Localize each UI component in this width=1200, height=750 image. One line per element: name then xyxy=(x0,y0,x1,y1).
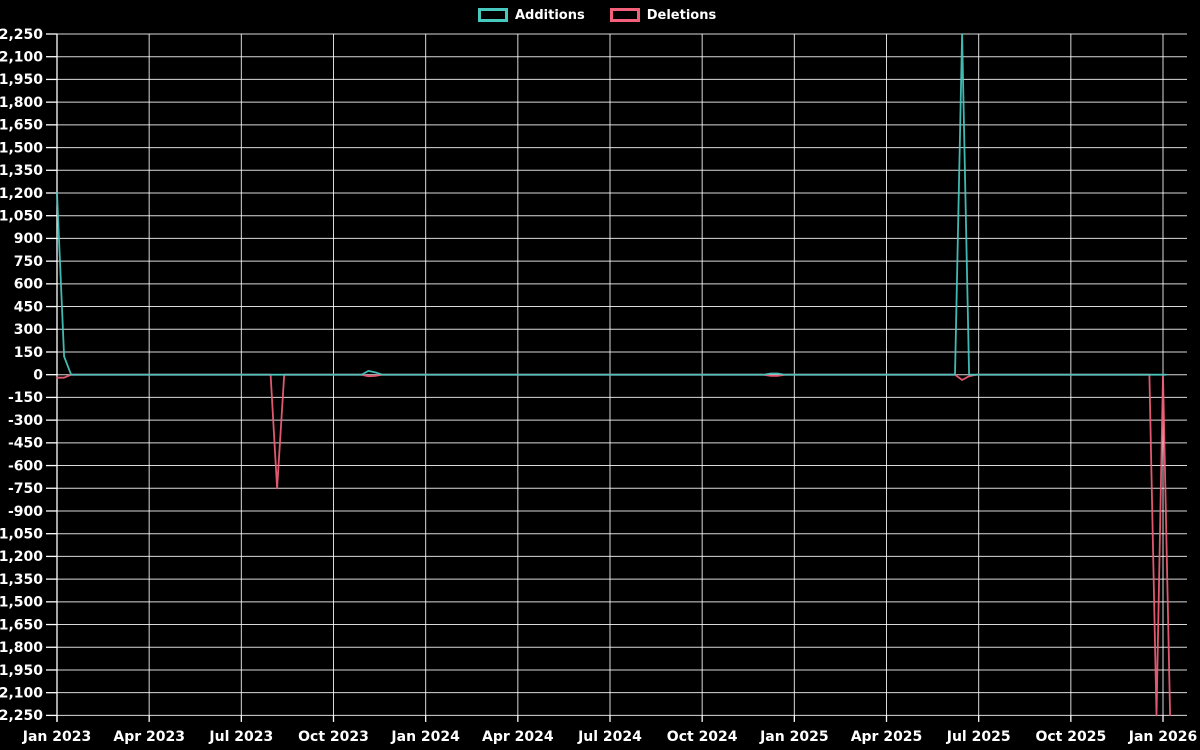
x-tick-label: Apr 2023 xyxy=(113,729,185,745)
legend-label-deletions: Deletions xyxy=(646,7,717,23)
y-tick-label: 1,800 xyxy=(0,95,43,111)
y-tick-label: 1,050 xyxy=(0,209,43,225)
y-tick-label: 750 xyxy=(14,254,43,270)
x-tick-label: Jan 2025 xyxy=(759,729,828,745)
y-tick-label: -300 xyxy=(8,413,43,429)
y-tick-label: 1,650 xyxy=(0,118,43,134)
y-tick-label: -1,200 xyxy=(0,549,43,565)
x-tick-label: Oct 2025 xyxy=(1035,729,1106,745)
y-tick-label: -1,800 xyxy=(0,640,43,656)
y-tick-label: -2,250 xyxy=(0,708,43,724)
y-tick-label: 1,950 xyxy=(0,72,43,88)
y-tick-label: 1,350 xyxy=(0,163,43,179)
y-tick-label: -1,950 xyxy=(0,663,43,679)
x-tick-label: Oct 2023 xyxy=(298,729,369,745)
y-tick-label: -150 xyxy=(8,390,43,406)
x-tick-label: Jan 2024 xyxy=(390,729,460,745)
y-tick-label: 0 xyxy=(33,368,43,384)
x-tick-label: Jul 2024 xyxy=(577,729,642,745)
y-tick-label: 900 xyxy=(14,231,43,247)
x-tick-label: Oct 2024 xyxy=(667,729,738,745)
y-tick-label: -2,100 xyxy=(0,685,43,701)
deletions-swatch-icon xyxy=(609,8,640,22)
y-tick-label: -600 xyxy=(8,458,43,474)
x-tick-label: Apr 2025 xyxy=(851,729,923,745)
legend-item-deletions[interactable]: Deletions xyxy=(609,7,717,23)
y-tick-label: -900 xyxy=(8,504,43,520)
y-tick-label: -1,650 xyxy=(0,617,43,633)
additions-swatch-icon xyxy=(478,8,508,22)
y-tick-label: 2,250 xyxy=(0,27,43,43)
legend-item-additions[interactable]: Additions xyxy=(478,8,585,22)
y-tick-label: 300 xyxy=(14,322,43,338)
x-tick-label: Jul 2023 xyxy=(208,729,273,745)
y-tick-label: -450 xyxy=(8,436,43,452)
legend-label-additions: Additions xyxy=(515,7,585,23)
y-tick-label: 150 xyxy=(14,345,43,361)
x-tick-label: Jan 2023 xyxy=(22,729,91,745)
y-tick-label: -1,050 xyxy=(0,526,43,542)
y-tick-label: 1,200 xyxy=(0,186,43,202)
axis-labels: 2,250 2,100 1,950 1,800 1,650 1,500 1,350 1,200… xyxy=(0,27,1197,745)
y-tick-label: -1,500 xyxy=(0,595,43,611)
y-tick-label: -1,350 xyxy=(0,572,43,588)
y-tick-label: 1,500 xyxy=(0,140,43,156)
x-tick-label: Jul 2025 xyxy=(946,729,1011,745)
additions-line[interactable] xyxy=(56,33,1167,376)
deletions-line[interactable] xyxy=(56,373,1171,717)
axis-ticks xyxy=(46,33,1164,722)
y-tick-label: -750 xyxy=(8,481,43,497)
x-tick-label: Jan 2026 xyxy=(1128,729,1197,745)
y-tick-label: 2,100 xyxy=(0,50,43,66)
chart-legend: Additions Deletions xyxy=(478,8,716,22)
gridlines xyxy=(56,33,1187,716)
x-tick-label: Apr 2024 xyxy=(482,729,554,745)
y-tick-label: 450 xyxy=(14,299,43,315)
y-tick-label: 600 xyxy=(14,277,43,293)
